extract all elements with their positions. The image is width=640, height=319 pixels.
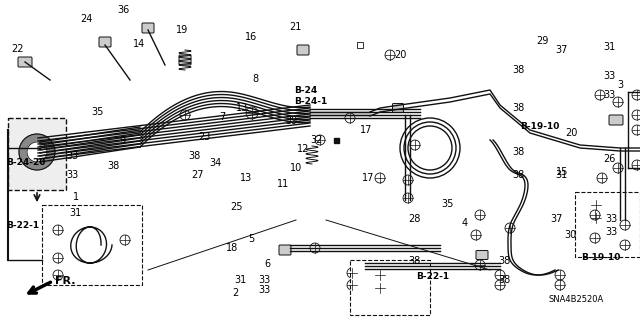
Text: 8: 8 (252, 74, 259, 84)
Text: 6: 6 (264, 259, 271, 269)
Text: 38: 38 (188, 151, 201, 161)
Text: 10: 10 (289, 163, 302, 174)
Text: 33: 33 (603, 71, 616, 81)
FancyBboxPatch shape (179, 55, 191, 65)
Text: 30: 30 (564, 230, 577, 241)
Text: 4: 4 (461, 218, 468, 228)
Bar (575, 192, 640, 257)
Text: 33: 33 (66, 170, 79, 180)
FancyBboxPatch shape (18, 57, 32, 67)
Bar (333, 137, 339, 143)
Text: 9: 9 (119, 136, 125, 146)
Text: 20: 20 (394, 50, 407, 60)
Circle shape (27, 142, 47, 162)
Text: 3: 3 (618, 80, 624, 91)
Text: 38: 38 (108, 161, 120, 171)
Text: 33: 33 (605, 214, 618, 225)
Text: 20: 20 (565, 128, 578, 138)
Text: 31: 31 (556, 170, 568, 180)
Text: 27: 27 (191, 170, 204, 180)
Text: B-19-10: B-19-10 (520, 122, 560, 131)
Text: 26: 26 (603, 154, 616, 164)
Text: 22: 22 (11, 44, 24, 55)
Text: B-24-1: B-24-1 (294, 97, 328, 106)
Text: 23: 23 (198, 132, 211, 142)
Text: 2: 2 (232, 288, 239, 298)
Text: 37: 37 (550, 214, 563, 225)
Text: 17: 17 (362, 173, 374, 183)
Text: 31: 31 (603, 42, 616, 52)
Text: 15: 15 (556, 167, 568, 177)
FancyBboxPatch shape (609, 115, 623, 125)
Text: 36: 36 (117, 4, 130, 15)
Text: 11: 11 (276, 179, 289, 189)
Text: 38: 38 (408, 256, 421, 266)
FancyBboxPatch shape (8, 118, 66, 190)
Text: 38: 38 (512, 103, 525, 113)
FancyBboxPatch shape (297, 45, 309, 55)
Bar (357, 42, 363, 48)
Text: 34: 34 (209, 158, 221, 168)
Text: 29: 29 (536, 36, 549, 46)
Text: B-22-1: B-22-1 (6, 221, 40, 230)
Text: 37: 37 (555, 45, 568, 56)
FancyBboxPatch shape (476, 250, 488, 259)
Text: 38: 38 (512, 64, 525, 75)
Text: 13: 13 (236, 103, 248, 114)
Text: 16: 16 (245, 32, 258, 42)
Text: 7: 7 (220, 112, 226, 122)
Text: B-24-20: B-24-20 (6, 158, 46, 167)
Text: 32: 32 (310, 135, 323, 145)
Text: 13: 13 (239, 173, 252, 183)
Text: 5: 5 (248, 234, 254, 244)
Text: 25: 25 (230, 202, 243, 212)
FancyBboxPatch shape (392, 103, 403, 113)
Text: 28: 28 (408, 214, 420, 225)
Bar (350, 260, 430, 315)
FancyBboxPatch shape (99, 37, 111, 47)
Text: 38: 38 (512, 147, 525, 158)
Bar (42, 205, 142, 285)
Text: 38: 38 (512, 170, 525, 180)
Text: FR.: FR. (55, 276, 76, 286)
Text: 38: 38 (498, 275, 511, 285)
Text: 31: 31 (234, 275, 246, 285)
Text: 12: 12 (297, 144, 310, 154)
Text: 24: 24 (80, 14, 93, 24)
Text: 21: 21 (289, 22, 302, 32)
Text: 33: 33 (258, 275, 271, 285)
Text: 35: 35 (442, 198, 454, 209)
Text: 17: 17 (360, 125, 372, 135)
Text: 33: 33 (66, 151, 79, 161)
Text: 35: 35 (92, 107, 104, 117)
FancyBboxPatch shape (142, 23, 154, 33)
Text: 1: 1 (72, 192, 79, 202)
Text: 18: 18 (225, 243, 238, 253)
Text: B-19-10: B-19-10 (581, 253, 621, 262)
Text: 38: 38 (498, 256, 511, 266)
Text: 39: 39 (285, 115, 298, 126)
Text: 31: 31 (69, 208, 82, 218)
Text: 14: 14 (133, 39, 146, 49)
Text: SNA4B2520A: SNA4B2520A (548, 295, 604, 304)
Text: B-24: B-24 (294, 86, 317, 95)
FancyBboxPatch shape (279, 245, 291, 255)
Text: 19: 19 (176, 25, 189, 35)
Text: 33: 33 (605, 227, 618, 237)
Text: B-22-1: B-22-1 (416, 272, 449, 281)
Text: 33: 33 (603, 90, 616, 100)
Circle shape (19, 134, 55, 170)
Text: 33: 33 (258, 285, 271, 295)
